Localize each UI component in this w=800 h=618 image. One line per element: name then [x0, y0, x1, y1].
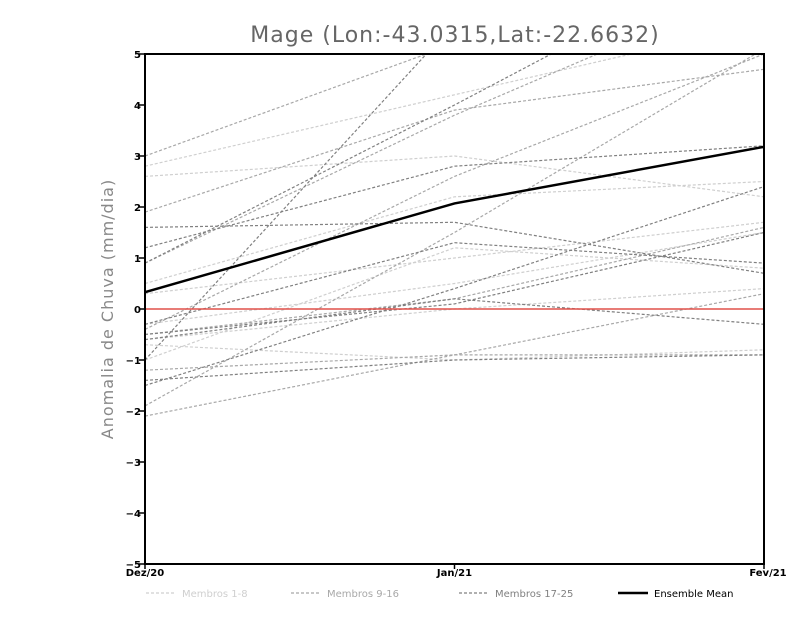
y-tick-label: −4: [126, 509, 141, 520]
legend-label: Membros 1-8: [182, 589, 248, 600]
ensemble-mean-group: [145, 145, 764, 294]
member-series-line: [145, 354, 764, 381]
y-tick-label: −5: [126, 560, 141, 571]
member-series-line: [145, 247, 764, 361]
x-axis: Dez/20 Jan/21 Fev/21: [126, 564, 787, 579]
member-series-line: [145, 298, 764, 341]
legend-label: Membros 9-16: [327, 589, 399, 600]
y-tick-label: −2: [126, 407, 141, 418]
member-series-group: [145, 54, 764, 417]
member-series-line: [145, 54, 428, 361]
member-series-line: [145, 180, 764, 285]
member-series-line: [145, 54, 635, 167]
member-series-line: [145, 231, 764, 336]
x-tick-label: Jan/21: [436, 568, 472, 579]
chart-title: Mage (Lon:-43.0315,Lat:-22.6632): [250, 23, 659, 48]
legend-label: Ensemble Mean: [654, 589, 733, 600]
member-series-line: [145, 344, 764, 361]
y-tick-label: 2: [134, 203, 141, 214]
legend: Membros 1-8 Membros 9-16 Membros 17-25 Ense…: [146, 589, 733, 600]
member-series-line: [145, 293, 764, 417]
member-series-line: [145, 226, 764, 336]
y-axis: −5 −4 −3 −2 −1 0 1 2 3 4 5: [126, 50, 145, 571]
member-series-line: [145, 221, 764, 295]
y-tick-label: 3: [134, 152, 141, 163]
y-tick-label: 5: [134, 50, 141, 61]
y-tick-label: −3: [126, 458, 141, 469]
member-series-line: [145, 231, 764, 325]
y-tick-label: −1: [126, 356, 141, 367]
x-tick-label: Dez/20: [126, 568, 165, 579]
member-series-line: [145, 354, 764, 371]
member-series-line: [145, 68, 764, 213]
member-series-line: [145, 155, 764, 198]
legend-label: Membros 17-25: [495, 589, 573, 600]
member-series-line: [145, 186, 764, 387]
member-series-line: [145, 54, 764, 330]
ensemble-mean-line: [145, 145, 764, 294]
x-tick-label: Fev/21: [749, 568, 786, 579]
y-tick-label: 4: [134, 101, 141, 112]
y-tick-label: 0: [134, 305, 141, 316]
y-tick-label: 1: [134, 254, 141, 265]
y-axis-label: Anomalia de Chuva (mm/dia): [98, 179, 117, 439]
member-series-line: [145, 288, 764, 341]
member-series-line: [145, 145, 764, 249]
member-series-line: [145, 54, 553, 264]
